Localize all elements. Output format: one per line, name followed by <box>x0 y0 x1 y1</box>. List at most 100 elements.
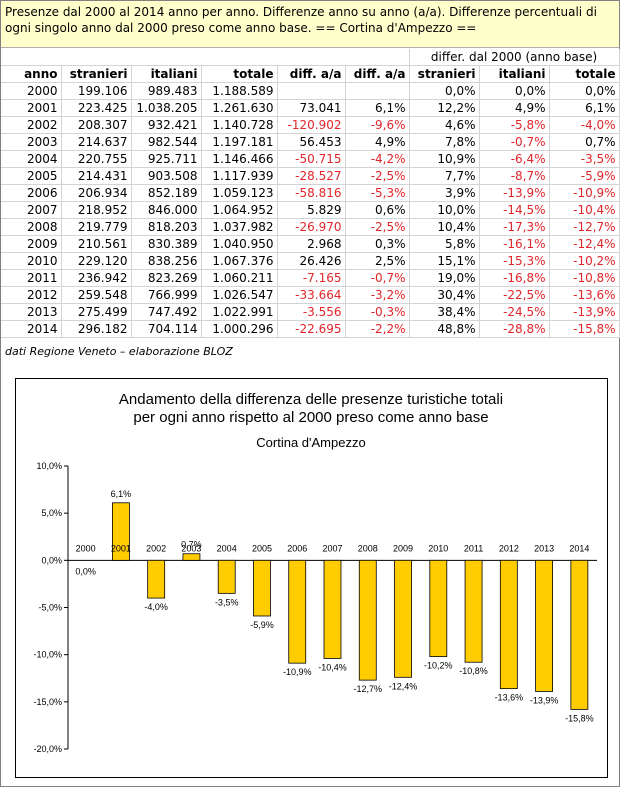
table-cell: 852.189 <box>131 184 202 202</box>
table-cell: -13,9% <box>479 184 550 202</box>
table-cell: 2011 <box>1 269 62 287</box>
table-cell: 766.999 <box>131 286 202 304</box>
table-cell: 15,1% <box>409 252 480 270</box>
data-label: -3,5% <box>215 597 239 607</box>
data-label: -10,9% <box>283 667 312 677</box>
table-cell: -50.715 <box>277 150 346 168</box>
table-row: 2009 210.561 830.389 1.040.950 2.968 0,3% 5,8%… <box>1 235 620 253</box>
x-category-label: 2011 <box>464 543 483 553</box>
table-cell: -3,5% <box>549 150 620 168</box>
table-row: 2003 214.637 982.544 1.197.181 56.453 4,9% 7,8… <box>1 133 620 151</box>
table-cell: 73.041 <box>277 99 346 117</box>
table-cell: 214.637 <box>61 133 132 151</box>
table-cell: 4,9% <box>479 99 550 117</box>
table-cell: -4,2% <box>345 150 410 168</box>
table-cell: 0,0% <box>409 82 480 100</box>
table-cell: -13,9% <box>549 303 620 321</box>
table-cell: 5,8% <box>409 235 480 253</box>
table-cell: -0,7% <box>479 133 550 151</box>
column-header: totale <box>549 65 620 83</box>
table-cell: 7,7% <box>409 167 480 185</box>
data-label: -5,9% <box>250 620 274 630</box>
column-header: diff. a/a <box>277 65 346 83</box>
table-cell: 1.022.991 <box>201 303 278 321</box>
data-label: 0,7% <box>181 540 202 550</box>
table-cell: 19,0% <box>409 269 480 287</box>
table-cell: 1.067.376 <box>201 252 278 270</box>
table-row: 2008 219.779 818.203 1.037.982 -26.970 -2,5% 1… <box>1 218 620 236</box>
x-category-label: 2014 <box>569 543 589 553</box>
table-cell: -16,8% <box>479 269 550 287</box>
table-cell: -4,0% <box>549 116 620 134</box>
table-cell: 220.755 <box>61 150 132 168</box>
x-category-label: 2013 <box>534 543 554 553</box>
table-cell: 818.203 <box>131 218 202 236</box>
table-cell: 2014 <box>1 320 62 338</box>
table-cell <box>277 82 346 100</box>
table-cell: 3,9% <box>409 184 480 202</box>
x-category-label: 2012 <box>499 543 519 553</box>
column-header: anno <box>1 65 62 83</box>
chart-bar <box>394 559 412 678</box>
table-cell: 823.269 <box>131 269 202 287</box>
y-tick-label: -10,0% <box>33 650 62 660</box>
table-cell: 12,2% <box>409 99 480 117</box>
table-cell: 2002 <box>1 116 62 134</box>
table-cell: 704.114 <box>131 320 202 338</box>
table-cell: -17,3% <box>479 218 550 236</box>
table-cell: 219.779 <box>61 218 132 236</box>
table-group-header-row: differ. dal 2000 (anno base) <box>1 49 620 66</box>
table-cell: 2013 <box>1 303 62 321</box>
data-label: -13,6% <box>495 693 524 703</box>
table-row: 2010 229.120 838.256 1.067.376 26.426 2,5% 15,… <box>1 252 620 270</box>
table-cell: 296.182 <box>61 320 132 338</box>
chart-bar <box>112 502 130 561</box>
data-table: differ. dal 2000 (anno base) anno stranier… <box>1 49 620 338</box>
table-cell: 0,0% <box>479 82 550 100</box>
y-tick-label: -20,0% <box>33 744 62 754</box>
table-row: 2007 218.952 846.000 1.064.952 5.829 0,6% 10,0… <box>1 201 620 219</box>
x-category-label: 2009 <box>393 543 413 553</box>
table-cell: 903.508 <box>131 167 202 185</box>
table-cell: 838.256 <box>131 252 202 270</box>
data-label: -10,2% <box>424 661 453 671</box>
table-cell: 2000 <box>1 82 62 100</box>
table-cell: 229.120 <box>61 252 132 270</box>
chart-title-line: per ogni anno rispetto al 2000 preso com… <box>133 409 488 426</box>
data-label: -15,8% <box>565 713 594 723</box>
data-label: -13,9% <box>530 695 559 705</box>
table-cell: 30,4% <box>409 286 480 304</box>
table-cell: 1.037.982 <box>201 218 278 236</box>
table-cell: 1.140.728 <box>201 116 278 134</box>
table-cell: 2.968 <box>277 235 346 253</box>
table-cell: -3.556 <box>277 303 346 321</box>
table-cell: 1.026.547 <box>201 286 278 304</box>
header-text: Presenze dal 2000 al 2014 anno per anno.… <box>5 5 597 35</box>
table-row: 2013 275.499 747.492 1.022.991 -3.556 -0,3% 38… <box>1 303 620 321</box>
x-category-label: 2002 <box>146 543 166 553</box>
table-cell: 2,5% <box>345 252 410 270</box>
table-cell: -22,5% <box>479 286 550 304</box>
data-label: -10,4% <box>318 662 347 672</box>
table-cell: 236.942 <box>61 269 132 287</box>
table-cell: 2006 <box>1 184 62 202</box>
chart-bar <box>535 559 553 692</box>
chart-bar <box>464 559 483 663</box>
table-cell: 4,9% <box>345 133 410 151</box>
table-cell: -8,7% <box>479 167 550 185</box>
table-cell: 989.483 <box>131 82 202 100</box>
table-cell: 6,1% <box>345 99 410 117</box>
table-cell: -15,3% <box>479 252 550 270</box>
table-cell: 48,8% <box>409 320 480 338</box>
table-row: 2012 259.548 766.999 1.026.547 -33.664 -3,2% 3… <box>1 286 620 304</box>
source-note: dati Regione Veneto – elaborazione BLOZ <box>5 345 233 358</box>
table-cell: -26.970 <box>277 218 346 236</box>
table-cell: 2012 <box>1 286 62 304</box>
table-cell: -22.695 <box>277 320 346 338</box>
table-cell: -14,5% <box>479 201 550 219</box>
table-cell: 223.425 <box>61 99 132 117</box>
y-tick-label: -15,0% <box>33 697 62 707</box>
table-cell: -6,4% <box>479 150 550 168</box>
x-category-label: 2003 <box>181 543 201 553</box>
group-header-spacer <box>1 49 410 66</box>
